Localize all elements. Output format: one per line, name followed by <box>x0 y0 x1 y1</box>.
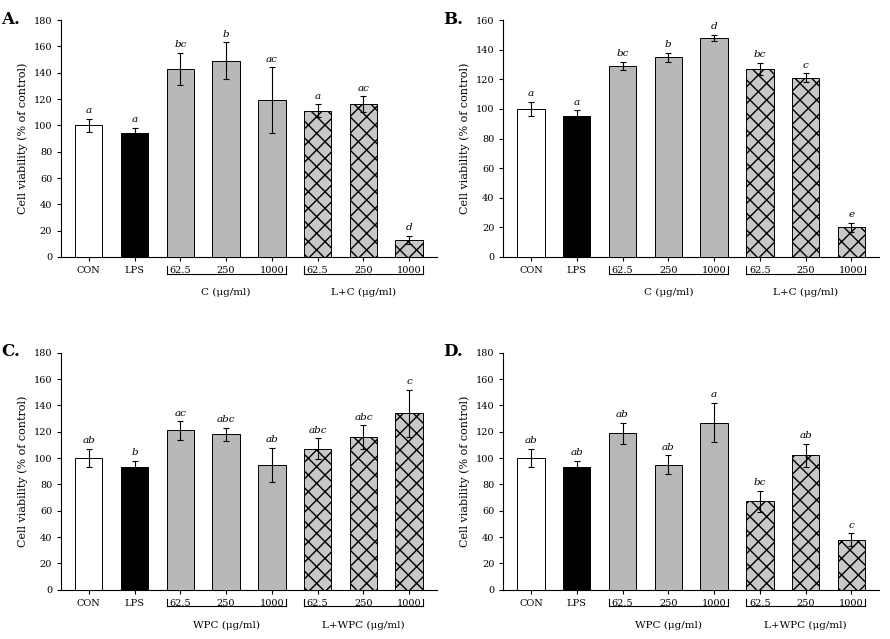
Text: a: a <box>132 116 138 125</box>
Text: B.: B. <box>443 11 464 27</box>
Text: D.: D. <box>443 343 463 360</box>
Bar <box>213 435 239 590</box>
Text: abc: abc <box>309 426 327 435</box>
Text: d: d <box>406 224 412 233</box>
Bar <box>609 66 636 257</box>
Text: L+WPC (μg/ml): L+WPC (μg/ml) <box>322 620 405 629</box>
Bar <box>654 57 682 257</box>
Bar <box>609 433 636 590</box>
Text: C (μg/ml): C (μg/ml) <box>201 288 251 297</box>
Bar <box>395 240 423 257</box>
Text: d: d <box>711 22 717 31</box>
Text: a: a <box>711 390 717 399</box>
Bar <box>258 465 286 590</box>
Bar <box>395 413 423 590</box>
Text: e: e <box>848 210 854 219</box>
Y-axis label: Cell viability (% of control): Cell viability (% of control) <box>18 396 28 547</box>
Text: ab: ab <box>83 436 95 445</box>
Bar <box>654 465 682 590</box>
Text: C (μg/ml): C (μg/ml) <box>643 288 693 297</box>
Bar <box>517 109 545 257</box>
Text: WPC (μg/ml): WPC (μg/ml) <box>192 620 260 629</box>
Text: abc: abc <box>354 413 373 422</box>
Text: ab: ab <box>265 435 279 444</box>
Y-axis label: Cell viability (% of control): Cell viability (% of control) <box>460 396 470 547</box>
Bar <box>350 104 377 257</box>
Bar <box>837 540 865 590</box>
Bar <box>746 502 773 590</box>
Bar <box>75 125 102 257</box>
Bar <box>700 38 728 257</box>
Text: L+C (μg/ml): L+C (μg/ml) <box>773 288 838 297</box>
Text: A.: A. <box>1 11 20 27</box>
Text: ab: ab <box>570 448 583 457</box>
Text: L+WPC (μg/ml): L+WPC (μg/ml) <box>765 620 847 629</box>
Y-axis label: Cell viability (% of control): Cell viability (% of control) <box>460 63 470 214</box>
Text: c: c <box>803 61 808 70</box>
Bar <box>792 456 820 590</box>
Text: a: a <box>85 106 92 115</box>
Text: ab: ab <box>616 410 629 419</box>
Text: L+C (μg/ml): L+C (μg/ml) <box>331 288 396 297</box>
Text: bc: bc <box>174 40 187 49</box>
Text: b: b <box>131 448 138 457</box>
Bar <box>303 111 331 257</box>
Text: ab: ab <box>524 436 538 445</box>
Bar <box>792 78 820 257</box>
Text: a: a <box>314 92 320 101</box>
Bar <box>121 134 149 257</box>
Bar <box>303 449 331 590</box>
Bar <box>166 431 194 590</box>
Text: WPC (μg/ml): WPC (μg/ml) <box>635 620 702 629</box>
Text: abc: abc <box>217 415 235 424</box>
Text: ab: ab <box>662 443 675 452</box>
Text: C.: C. <box>1 343 20 360</box>
Text: b: b <box>665 40 672 49</box>
Text: b: b <box>222 30 230 39</box>
Bar <box>213 61 239 257</box>
Bar <box>121 467 149 590</box>
Bar <box>837 227 865 257</box>
Bar <box>350 437 377 590</box>
Text: ac: ac <box>174 409 186 418</box>
Text: bc: bc <box>754 50 766 59</box>
Bar <box>563 116 590 257</box>
Text: a: a <box>574 98 579 107</box>
Bar <box>563 467 590 590</box>
Bar <box>700 422 728 590</box>
Text: ac: ac <box>358 84 369 93</box>
Text: bc: bc <box>617 49 628 58</box>
Text: c: c <box>407 377 412 386</box>
Bar <box>746 69 773 257</box>
Text: ab: ab <box>799 431 812 440</box>
Bar <box>258 100 286 257</box>
Text: ac: ac <box>266 55 278 64</box>
Y-axis label: Cell viability (% of control): Cell viability (% of control) <box>18 63 28 214</box>
Text: a: a <box>528 89 534 98</box>
Bar <box>75 458 102 590</box>
Bar <box>517 458 545 590</box>
Text: c: c <box>848 521 854 530</box>
Bar <box>166 69 194 257</box>
Text: bc: bc <box>754 479 766 488</box>
